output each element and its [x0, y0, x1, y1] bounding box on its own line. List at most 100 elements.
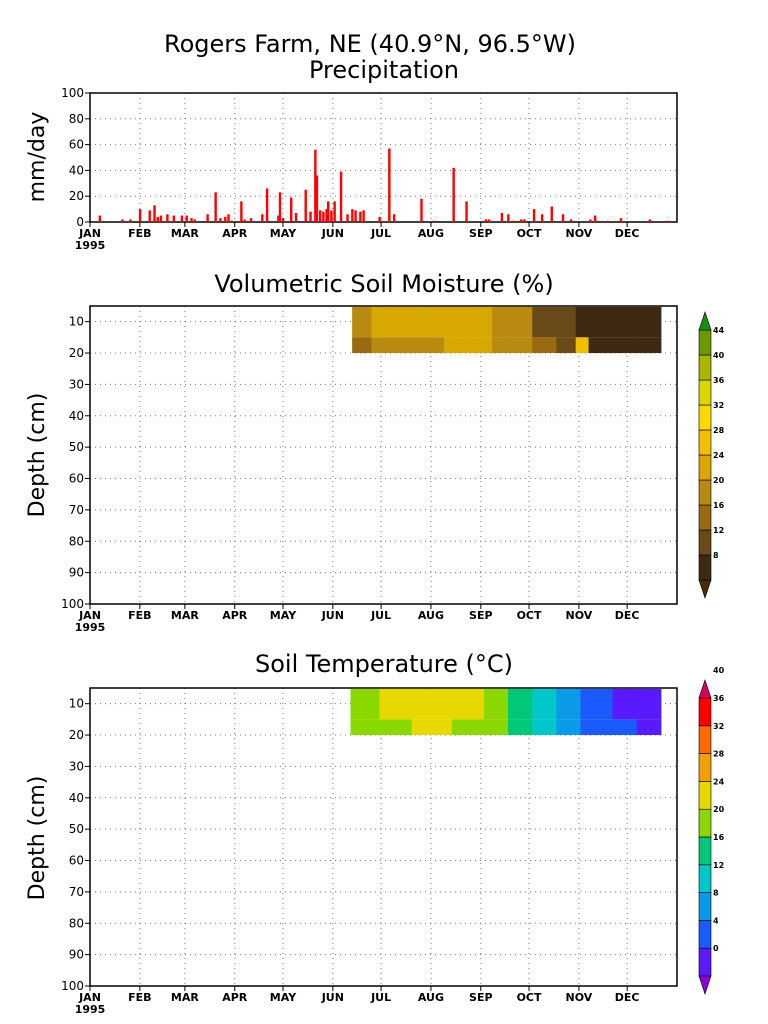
moisture-title: Volumetric Soil Moisture (%) — [214, 270, 553, 298]
precip-bar — [322, 211, 325, 222]
moisture-colorbar-label: 40 — [713, 351, 725, 360]
precip-bar — [484, 219, 488, 222]
moisture-cell-10cm — [492, 306, 512, 338]
precip-bar — [156, 216, 159, 222]
moisture-ytick-label: 30 — [69, 377, 84, 391]
temperature-cell-10cm — [508, 688, 533, 720]
precip-bar — [277, 215, 280, 222]
temperature-ytick-label: 60 — [69, 854, 84, 868]
precip-ytick-label: 0 — [76, 215, 84, 229]
moisture-cell-20cm — [395, 337, 421, 354]
moisture-cell-20cm — [636, 337, 662, 354]
moisture-colorbar-high-triangle — [698, 311, 712, 331]
precip-bar — [606, 220, 610, 222]
temperature-month-label: AUG — [418, 991, 444, 1004]
moisture-colorbar-label: 24 — [713, 451, 725, 460]
precip-bar — [180, 215, 184, 222]
temperature-ytick-label: 40 — [69, 791, 84, 805]
precip-bar — [314, 149, 317, 222]
moisture-cell-10cm — [556, 306, 577, 338]
temperature-colorbar: 0 4 8 12 16 20 24 28 32 36 40 — [698, 666, 725, 995]
temperature-ytick-label: 70 — [69, 885, 84, 899]
precip-bar — [359, 211, 362, 222]
temperature-colorbar-label: 28 — [713, 750, 725, 759]
precip-ylabel: mm/day — [25, 112, 50, 203]
moisture-colorbar-label: 20 — [713, 476, 725, 485]
moisture-month-label: AUG — [418, 609, 444, 622]
precip-bar — [172, 215, 176, 222]
station-title: Rogers Farm, NE (40.9°N, 96.5°W) — [164, 30, 576, 58]
moisture-month-label: FEB — [128, 609, 151, 622]
precip-bar — [327, 201, 330, 222]
temperature-month-label: SEP — [469, 991, 493, 1004]
temperature-month-label: JAN — [78, 991, 101, 1004]
precip-bar — [294, 212, 298, 222]
moisture-ytick-label: 10 — [69, 315, 84, 329]
precip-bar — [351, 209, 354, 222]
precip-ytick-label: 80 — [69, 112, 84, 126]
precip-ytick-label: 60 — [69, 138, 84, 152]
temperature-colorbar-segment — [698, 808, 712, 838]
precip-chart: 0 20 40 60 80 100 JAN FEB MAR APR MAY JUN JUL AUG SEP O… — [61, 86, 678, 252]
precip-bar — [333, 201, 336, 222]
precip-month-label: JUN — [321, 227, 344, 240]
precip-month-label: JUL — [370, 227, 391, 240]
moisture-colorbar-segment — [698, 354, 712, 381]
precip-bar — [206, 214, 209, 222]
precip-bar — [330, 210, 333, 222]
precip-month-label: MAR — [171, 227, 199, 240]
precip-bar — [589, 219, 592, 222]
temperature-cell-10cm — [411, 688, 453, 720]
precip-bar — [500, 212, 504, 222]
moisture-colorbar-segment — [698, 504, 712, 531]
moisture-axes-frame — [89, 305, 678, 605]
temperature-cell-10cm — [580, 688, 614, 720]
precip-bar — [309, 211, 312, 222]
temperature-colorbar-segment — [698, 781, 712, 810]
precip-bar — [569, 219, 573, 222]
temperature-month-label: NOV — [566, 991, 593, 1004]
temperature-cell-20cm — [532, 719, 557, 736]
moisture-ytick-label: 50 — [69, 440, 84, 454]
moisture-cell-20cm — [443, 337, 469, 354]
moisture-colorbar-label: 32 — [713, 401, 724, 410]
precip-bar — [487, 219, 491, 222]
moisture-cell-10cm — [575, 306, 590, 338]
precip-month-label: AUG — [418, 227, 444, 240]
moisture-cell-10cm — [511, 306, 533, 338]
moisture-colorbar-segment — [698, 329, 712, 356]
precip-month-label: NOV — [566, 227, 593, 240]
temperature-ytick-label: 80 — [69, 916, 84, 930]
temperature-cell-20cm — [612, 719, 638, 736]
moisture-cell-20cm — [532, 337, 557, 354]
precip-bar — [550, 206, 553, 222]
temperature-colorbar-segment — [698, 920, 712, 949]
precip-month-label: APR — [222, 227, 248, 240]
temperature-ytick-label: 100 — [61, 979, 84, 993]
moisture-ytick-label: 70 — [69, 503, 84, 517]
precip-bar — [190, 218, 193, 222]
precip-bar — [240, 201, 243, 222]
moisture-colorbar-low-triangle — [698, 579, 712, 599]
precip-bar — [346, 214, 349, 222]
temperature-cell-10cm — [612, 688, 638, 720]
moisture-ylabel: Depth (cm) — [25, 393, 50, 518]
precip-bar — [148, 210, 151, 222]
precip-bar — [281, 218, 285, 222]
precip-bar — [166, 214, 169, 222]
precip-bar — [593, 215, 597, 222]
temperature-colorbar-label: 4 — [713, 916, 719, 925]
precip-bar — [532, 209, 536, 222]
temperature-cell-10cm — [451, 688, 485, 720]
precip-bar — [433, 220, 436, 222]
precip-bar — [452, 167, 455, 222]
moisture-cell-20cm — [575, 337, 590, 354]
moisture-cell-20cm — [588, 337, 638, 354]
precip-title: Precipitation — [309, 56, 459, 84]
temperature-colorbar-segment — [698, 753, 712, 782]
temperature-cell-20cm — [379, 719, 413, 736]
precip-bar — [392, 214, 396, 222]
precip-bar — [249, 218, 253, 222]
moisture-month-label: SEP — [469, 609, 493, 622]
precip-ytick-label: 40 — [69, 163, 84, 177]
